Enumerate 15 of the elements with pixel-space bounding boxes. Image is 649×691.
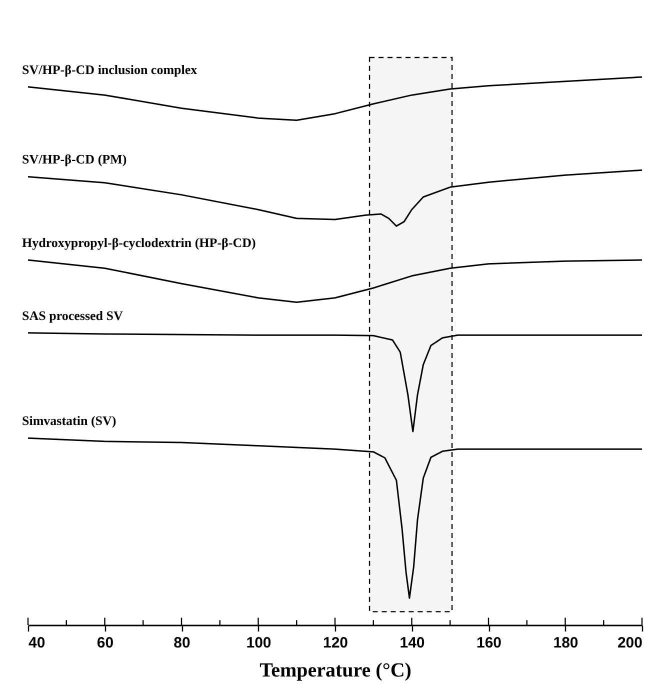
series-label: SV/HP-β-CD inclusion complex (22, 62, 198, 77)
x-tick-label: 120 (322, 634, 348, 652)
series-label: SAS processed SV (22, 308, 124, 323)
series-label: SV/HP-β-CD (PM) (22, 152, 127, 167)
series-label: Simvastatin (SV) (22, 413, 116, 428)
x-tick-label: 200 (617, 634, 642, 652)
x-tick-label: 40 (28, 634, 46, 652)
x-tick-label: 180 (553, 634, 578, 652)
x-tick-label: 100 (246, 634, 272, 652)
x-tick-label: 140 (400, 634, 425, 652)
series-label: Hydroxypropyl-β-cyclodextrin (HP-β-CD) (22, 235, 256, 250)
x-tick-label: 160 (476, 634, 502, 652)
x-tick-label: 80 (174, 634, 190, 652)
x-tick-label: 60 (96, 634, 114, 652)
x-axis-title: Temperature (°C) (260, 660, 412, 682)
